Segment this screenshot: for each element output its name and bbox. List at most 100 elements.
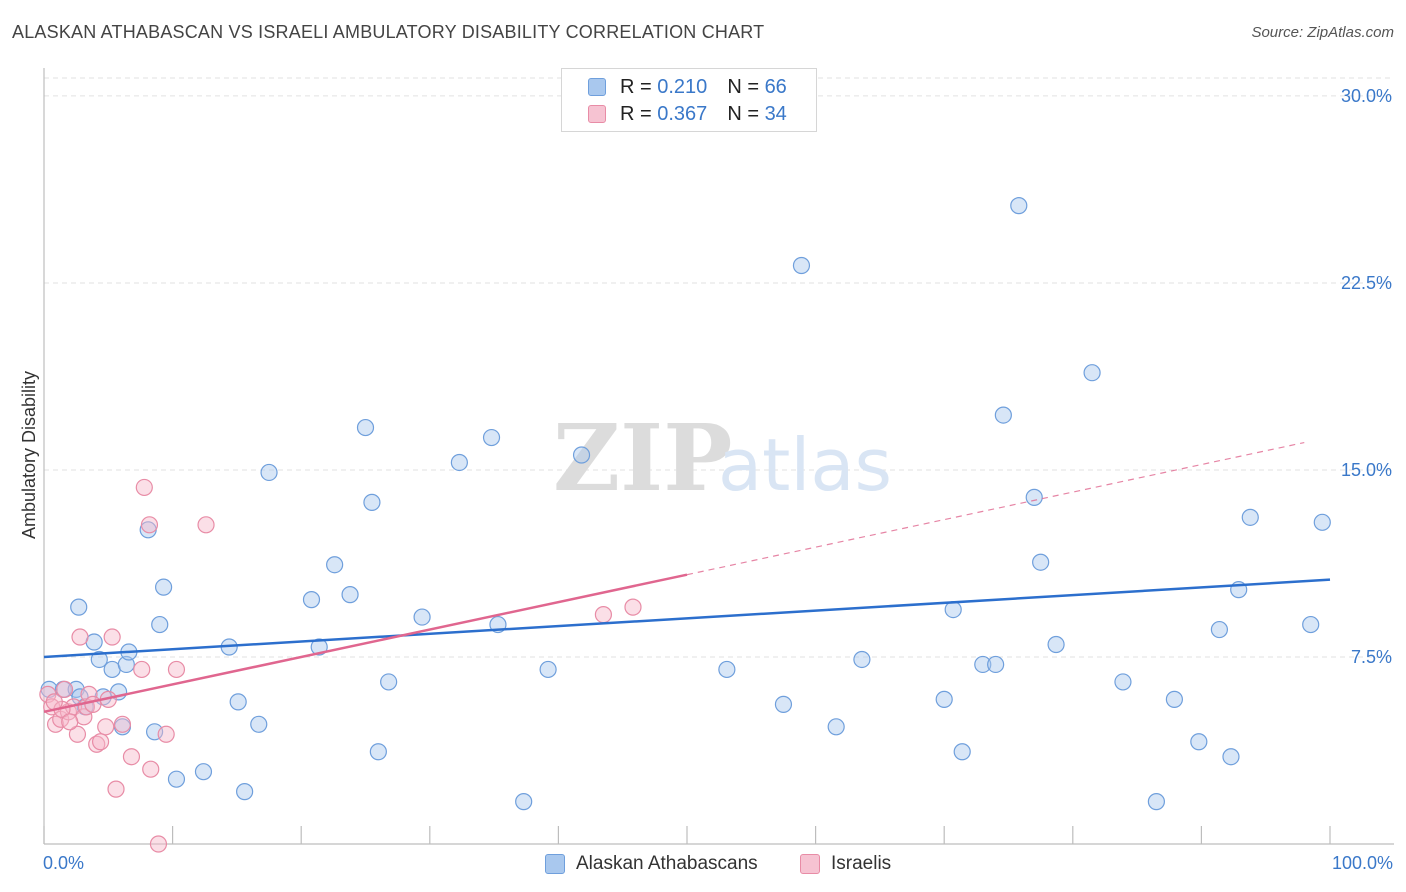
data-point-alaskan [1047, 635, 1065, 654]
data-point-israeli [113, 715, 132, 733]
data-point-alaskan [250, 715, 268, 733]
data-point-alaskan [1083, 364, 1101, 382]
data-point-alaskan [356, 418, 375, 437]
legend-n-label: N = [727, 75, 759, 98]
gridlines [44, 77, 1394, 658]
data-point-alaskan [450, 453, 468, 472]
bottom-legend-swatch-blue [545, 854, 565, 874]
data-point-israeli [103, 628, 121, 646]
data-point-alaskan [194, 763, 213, 781]
legend-r-value: 0.210 [657, 75, 708, 98]
data-point-alaskan [994, 406, 1012, 424]
data-point-alaskan [413, 608, 431, 626]
data-point-alaskan [1313, 513, 1331, 531]
bottom-legend-swatch-pink [800, 854, 820, 874]
data-point-alaskan [572, 446, 591, 464]
data-point-alaskan [260, 463, 278, 482]
y-tick-label: 30.0% [1341, 86, 1392, 106]
legend-r-label: R = [620, 75, 652, 98]
y-axis-label: Ambulatory Disability [19, 371, 39, 539]
x-tick-label-max: 100.0% [1332, 853, 1393, 873]
legend-row-alaskan: R = 0.210 N = 66 [588, 75, 787, 99]
y-tick-label: 7.5% [1351, 647, 1392, 667]
data-point-alaskan [935, 690, 953, 708]
bottom-legend-israelis: Israelis [800, 852, 891, 876]
trend-line-israeli [43, 573, 688, 714]
data-point-alaskan [539, 660, 557, 679]
data-point-israeli [122, 748, 141, 766]
data-point-israeli [624, 598, 642, 616]
trend-lines [43, 441, 1331, 714]
data-point-alaskan [987, 655, 1005, 674]
data-point-israeli [133, 660, 151, 679]
axes [43, 68, 1394, 845]
data-point-israeli [135, 478, 153, 497]
legend-r-label: R = [620, 102, 652, 125]
data-point-israeli [594, 605, 613, 624]
data-point-alaskan [341, 586, 359, 604]
data-point-alaskan [167, 770, 186, 788]
legend-swatch-blue [588, 78, 606, 96]
data-point-israeli [140, 516, 159, 534]
data-point-israeli [68, 725, 87, 743]
legend-row-israelis: R = 0.367 N = 34 [588, 102, 787, 126]
y-tick-label: 22.5% [1341, 273, 1392, 293]
data-point-alaskan [70, 598, 88, 616]
tick-labels: 7.5% 15.0% 22.5% 30.0% 0.0% 100.0% [43, 86, 1393, 873]
data-point-israeli [61, 713, 79, 731]
data-point-israeli [167, 660, 186, 679]
data-point-israeli [107, 780, 125, 798]
data-point-israeli [84, 695, 102, 713]
data-point-alaskan [1190, 733, 1208, 751]
bottom-legend-label: Alaskan Athabascans [576, 853, 758, 874]
data-point-alaskan [1114, 673, 1132, 691]
data-point-alaskan [515, 793, 533, 811]
data-point-alaskan [90, 650, 108, 669]
watermark-atlas: atlas [718, 423, 892, 507]
legend-r-value: 0.367 [657, 102, 708, 125]
data-point-alaskan [363, 493, 381, 511]
data-point-alaskan [718, 660, 736, 679]
data-point-israeli [142, 760, 160, 778]
chart-title: ALASKAN ATHABASCAN VS ISRAELI AMBULATORY… [12, 22, 765, 42]
data-point-alaskan [853, 650, 871, 669]
data-point-alaskan [1032, 553, 1050, 571]
data-point-alaskan [774, 695, 793, 713]
data-point-alaskan [1010, 197, 1028, 215]
legend-n-label: N = [727, 102, 759, 125]
data-point-alaskan [792, 256, 811, 275]
data-point-alaskan [974, 655, 992, 674]
data-point-alaskan [1025, 488, 1043, 506]
watermark-zip: ZIP [553, 404, 732, 512]
data-point-alaskan [1302, 615, 1320, 634]
data-point-alaskan [1210, 620, 1229, 639]
watermark: ZIP atlas [553, 404, 892, 512]
trend-line-alaskan [43, 578, 1331, 659]
data-point-alaskan [1222, 748, 1240, 766]
x-tick-label-min: 0.0% [43, 853, 84, 873]
data-point-alaskan [236, 783, 254, 801]
data-point-israeli [157, 725, 175, 743]
stats-legend: R = 0.210 N = 66 R = 0.367 N = 34 [561, 68, 817, 132]
data-point-israeli [97, 718, 115, 736]
data-point-alaskan [154, 578, 173, 596]
bottom-legend-label: Israelis [831, 853, 892, 874]
data-point-alaskan [369, 743, 387, 761]
data-point-alaskan [1241, 508, 1259, 526]
data-point-alaskan [151, 615, 169, 634]
source-label: Source: ZipAtlas.com [1251, 24, 1394, 41]
bottom-legend-alaskan: Alaskan Athabascans [545, 852, 758, 876]
data-point-alaskan [326, 556, 344, 574]
legend-n-value: 66 [764, 75, 787, 98]
data-point-israeli [71, 628, 89, 646]
data-point-alaskan [302, 591, 321, 609]
data-point-israeli [91, 733, 110, 751]
legend-swatch-pink [588, 105, 606, 123]
y-tick-label: 15.0% [1341, 460, 1392, 480]
data-point-israeli [55, 680, 74, 698]
data-point-alaskan [380, 673, 398, 691]
data-point-israeli [46, 715, 65, 733]
data-point-alaskan [1147, 793, 1165, 811]
data-point-alaskan [229, 693, 247, 711]
